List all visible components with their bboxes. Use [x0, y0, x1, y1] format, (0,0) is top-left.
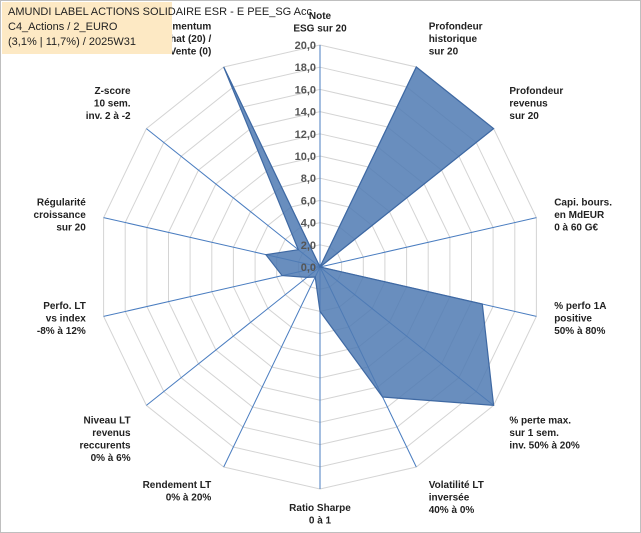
radar-series — [223, 66, 495, 407]
radial-tick-label: 20,0 — [295, 40, 316, 52]
axis-spoke — [319, 217, 537, 268]
radial-tick-label: 14,0 — [295, 107, 316, 119]
radial-tick-label: 12,0 — [295, 129, 316, 141]
radial-tick-label: 6,0 — [301, 195, 316, 207]
axis-labels: Note ESG sur 20 Profondeur historique sur 20… — [34, 11, 613, 527]
axis-label-line: Z-score — [94, 86, 131, 97]
axis-label: Perfo. LT vs index -8% à 12% — [37, 301, 86, 337]
axis-label: Rendement LT 0% à 20% — [143, 480, 212, 504]
axis-label-line: inversée — [429, 493, 470, 504]
axis-label-line: Note — [309, 11, 332, 22]
radial-tick-label: 8,0 — [301, 173, 316, 185]
axis-label-line: Volatilité LT — [429, 480, 484, 491]
axis-label-line: Profondeur — [429, 22, 483, 33]
radial-tick-label: 16,0 — [295, 84, 316, 96]
fund-stats: (3,1% | 11,7%) / 2025W31 — [8, 36, 136, 48]
radial-tick-label: 10,0 — [295, 151, 316, 163]
axis-label-line: Achat (20) / — [157, 34, 211, 45]
axis-label-line: % perte max. — [509, 416, 571, 427]
axis-label: Volatilité LT inversée 40% à 0% — [429, 480, 484, 516]
axis-label-line: croissance — [34, 210, 87, 221]
axis-label-line: Perfo. LT — [43, 301, 86, 312]
axis-label: % perte max. sur 1 sem. inv. 50% à 20% — [509, 416, 580, 452]
axis-label-line: reccurents — [79, 441, 131, 452]
axis-label-line: Ratio Sharpe — [289, 503, 351, 514]
radial-tick-label: 2,0 — [301, 240, 316, 252]
axis-label-line: 10 sem. — [94, 98, 131, 109]
axis-label: Z-score 10 sem. inv. 2 à -2 — [86, 86, 131, 122]
axis-label: Momentum Achat (20) / Vente (0) — [157, 22, 211, 58]
axis-label-line: Rendement LT — [143, 480, 212, 491]
axis-label-line: Vente (0) — [170, 47, 212, 58]
axis-label-line: vs index — [46, 313, 86, 324]
axis-label-line: inv. 2 à -2 — [86, 111, 131, 122]
axis-label: Note ESG sur 20 — [293, 11, 347, 35]
axis-spoke — [146, 128, 321, 268]
axis-label: Ratio Sharpe 0 à 1 — [289, 503, 351, 527]
series-area — [223, 66, 495, 407]
axis-label-line: % perfo 1A — [554, 301, 606, 312]
axis-label-line: 0% à 20% — [166, 493, 212, 504]
axis-label: % perfo 1A positive 50% à 80% — [554, 301, 606, 337]
radial-tick-label: 0,0 — [301, 262, 316, 274]
axis-label-line: 0% à 6% — [91, 453, 131, 464]
axis-label-line: 0 à 1 — [309, 516, 332, 527]
axis-spoke — [223, 266, 321, 468]
axis-label-line: 50% à 80% — [554, 326, 605, 337]
axis-label-line: sur 20 — [509, 111, 539, 122]
radial-tick-labels: 0,0 2,0 4,0 6,0 8,0 10,0 12,0 14,0 16,0 18,0 20,0 — [295, 40, 316, 274]
axis-label-line: 40% à 0% — [429, 505, 475, 516]
fund-category: C4_Actions / 2_EURO — [8, 21, 118, 33]
axis-label-line: Niveau LT — [84, 416, 131, 427]
axis-label-line: 0 à 60 G€ — [554, 223, 598, 234]
axis-label-line: sur 20 — [56, 223, 86, 234]
axis-label-line: en MdEUR — [554, 210, 605, 221]
axis-spoke — [146, 266, 321, 406]
axis-label-line: revenus — [92, 428, 131, 439]
axis-label-line: Momentum — [158, 22, 211, 33]
axis-label-line: Régularité — [37, 198, 86, 209]
axis-label-line: Capi. bours. — [554, 198, 612, 209]
fund-name: AMUNDI LABEL ACTIONS SOLIDAIRE ESR - E P… — [8, 6, 313, 18]
chart-title-box: AMUNDI LABEL ACTIONS SOLIDAIRE ESR - E P… — [2, 2, 313, 54]
axis-label-line: -8% à 12% — [37, 326, 86, 337]
axis-label: Profondeur revenus sur 20 — [509, 86, 563, 122]
axis-label: Capi. bours. en MdEUR 0 à 60 G€ — [554, 198, 612, 234]
axis-label: Profondeur historique sur 20 — [429, 22, 483, 58]
axis-label: Régularité croissance sur 20 — [34, 198, 87, 234]
axis-label-line: ESG sur 20 — [293, 24, 347, 35]
axis-label-line: positive — [554, 313, 592, 324]
axis-label-line: inv. 50% à 20% — [509, 441, 580, 452]
axis-label-line: sur 1 sem. — [509, 428, 559, 439]
axis-label-line: sur 20 — [429, 47, 459, 58]
radial-tick-label: 18,0 — [295, 62, 316, 74]
axis-label: Niveau LT revenus reccurents 0% à 6% — [79, 416, 131, 465]
axis-label-line: revenus — [509, 98, 548, 109]
radial-tick-label: 4,0 — [301, 218, 316, 230]
axis-label-line: historique — [429, 34, 478, 45]
axis-label-line: Profondeur — [509, 86, 563, 97]
